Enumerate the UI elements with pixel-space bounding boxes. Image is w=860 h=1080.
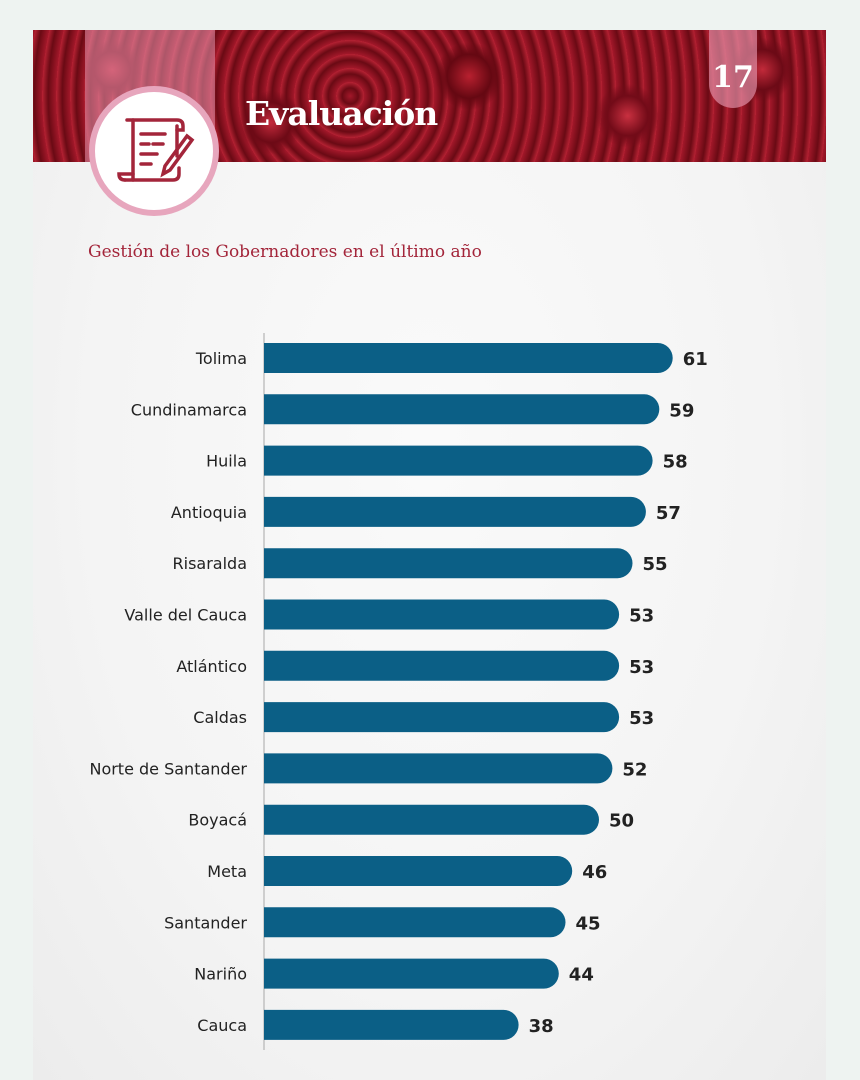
section-title: Evaluación: [245, 94, 438, 133]
bar: [264, 1009, 519, 1040]
category-label: Caldas: [193, 708, 247, 727]
bar: [263, 599, 620, 630]
data-label: 38: [529, 1016, 554, 1037]
chart-title: Gestión de los Gobernadores en el último…: [88, 242, 482, 262]
data-label: 45: [576, 913, 601, 934]
bar: [264, 907, 566, 938]
category-label: Antioquia: [171, 503, 247, 522]
bar: [263, 650, 620, 681]
category-label: Meta: [207, 862, 247, 881]
bar: [263, 445, 653, 476]
bar: [264, 856, 573, 886]
data-label: 53: [629, 657, 654, 678]
category-label: Norte de Santander: [89, 759, 247, 778]
document-with-pen-icon: [117, 118, 195, 182]
data-label: 46: [582, 862, 607, 883]
bar: [264, 496, 646, 527]
data-label: 55: [643, 554, 668, 575]
bar: [264, 753, 613, 784]
bar: [264, 394, 660, 425]
data-label: 59: [669, 400, 694, 421]
category-label: Boyacá: [188, 811, 247, 830]
category-label: Cundinamarca: [131, 400, 247, 419]
bar: [264, 804, 599, 835]
page-number-tab: [709, 30, 757, 108]
category-label: Atlántico: [176, 657, 247, 676]
data-label: 53: [629, 708, 654, 729]
bar: [264, 548, 633, 579]
category-label: Valle del Cauca: [124, 606, 247, 625]
page-card: 17 Evaluación Gestión de los Gobernadore…: [33, 30, 826, 1080]
bar: [264, 343, 673, 373]
category-label: Nariño: [194, 965, 247, 984]
data-label: 57: [656, 503, 681, 524]
data-label: 53: [629, 606, 654, 627]
data-label: 58: [663, 452, 688, 473]
category-label: Cauca: [197, 1016, 247, 1035]
page-number: 17: [712, 60, 754, 95]
bar: [263, 702, 620, 733]
bar: [264, 958, 559, 989]
category-label: Huila: [206, 452, 247, 471]
data-label: 44: [569, 965, 594, 986]
category-label: Tolima: [195, 349, 247, 368]
data-label: 50: [609, 811, 634, 832]
category-label: Risaralda: [173, 554, 248, 573]
section-icon-badge: [89, 86, 219, 216]
data-label: 61: [683, 349, 708, 370]
category-label: Santander: [164, 913, 247, 932]
data-label: 52: [622, 759, 647, 780]
